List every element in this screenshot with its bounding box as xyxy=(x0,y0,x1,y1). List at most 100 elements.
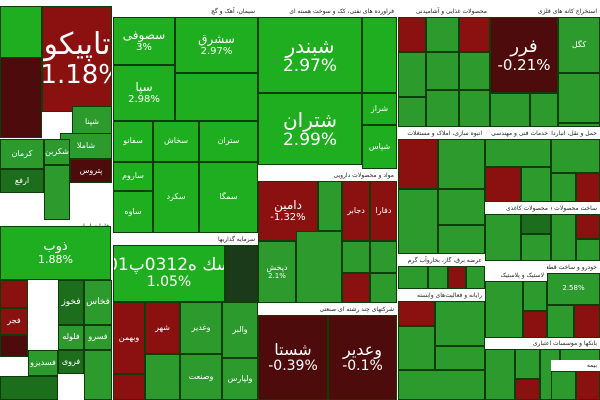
stock-tile[interactable] xyxy=(398,370,485,400)
stock-tile[interactable] xyxy=(515,379,540,400)
stock-tile[interactable] xyxy=(448,266,466,289)
stock-tile[interactable] xyxy=(398,52,426,97)
stock-tile[interactable]: سك ه0312پ011.05% xyxy=(113,245,225,302)
stock-tile[interactable]: ارفع xyxy=(0,169,44,193)
stock-tile[interactable]: ذوب 1.88% xyxy=(0,226,111,280)
stock-tile[interactable] xyxy=(225,245,258,302)
stock-tile[interactable] xyxy=(0,376,58,400)
stock-tile[interactable]: ساوه xyxy=(113,191,153,233)
stock-tile[interactable]: فخاس xyxy=(84,280,112,325)
stock-tile[interactable]: سخاش xyxy=(153,121,199,162)
stock-tile[interactable] xyxy=(485,139,551,167)
stock-tile[interactable] xyxy=(551,214,576,261)
stock-tile[interactable] xyxy=(438,189,485,225)
stock-tile[interactable]: ولپارس xyxy=(222,358,258,400)
stock-tile[interactable]: دجابر xyxy=(342,181,370,241)
stock-tile[interactable]: 2.58% xyxy=(547,273,600,305)
stock-tile[interactable] xyxy=(523,281,547,311)
stock-tile[interactable]: شپاس xyxy=(362,125,397,169)
stock-tile[interactable] xyxy=(459,52,490,90)
stock-tile[interactable]: کگل xyxy=(558,17,600,73)
stock-tile[interactable]: دپخش 2.1% xyxy=(258,241,296,303)
stock-tile[interactable] xyxy=(342,241,370,273)
stock-tile[interactable] xyxy=(515,349,540,379)
stock-tile[interactable] xyxy=(0,57,42,138)
stock-tile[interactable]: سکرد xyxy=(153,162,199,233)
stock-tile[interactable] xyxy=(398,139,438,189)
stock-tile[interactable]: فسرو xyxy=(84,325,112,350)
stock-tile[interactable] xyxy=(398,301,435,326)
stock-tile[interactable]: سصوفی 3% xyxy=(113,17,175,65)
stock-tile[interactable] xyxy=(370,241,397,273)
stock-tile[interactable] xyxy=(426,90,459,127)
stock-tile[interactable]: شتران 2.99% xyxy=(258,93,362,165)
stock-tile[interactable] xyxy=(342,273,370,303)
stock-tile[interactable] xyxy=(426,17,459,52)
stock-tile[interactable] xyxy=(398,17,426,52)
stock-tile[interactable]: وغدیر xyxy=(180,302,222,354)
stock-tile[interactable] xyxy=(398,266,428,289)
stock-tile[interactable] xyxy=(521,167,551,202)
stock-tile[interactable]: شستا -0.39% xyxy=(258,315,328,400)
stock-tile[interactable] xyxy=(558,73,600,123)
stock-tile[interactable] xyxy=(574,305,600,338)
stock-tile[interactable]: وبهمن xyxy=(113,302,145,374)
stock-tile[interactable] xyxy=(547,305,574,338)
stock-tile[interactable] xyxy=(576,214,600,239)
stock-tile[interactable] xyxy=(370,273,397,303)
stock-tile[interactable] xyxy=(296,231,342,303)
stock-tile[interactable] xyxy=(459,90,490,127)
stock-tile[interactable] xyxy=(318,181,342,231)
stock-tile[interactable]: دفارا xyxy=(370,181,397,241)
stock-tile[interactable] xyxy=(44,165,70,220)
stock-tile[interactable] xyxy=(145,354,180,400)
stock-tile[interactable] xyxy=(551,371,576,400)
stock-tile[interactable] xyxy=(485,281,523,338)
stock-tile[interactable]: سفانو xyxy=(113,121,153,162)
stock-tile[interactable] xyxy=(438,225,485,254)
stock-tile[interactable] xyxy=(398,326,435,370)
stock-tile[interactable]: کرمان xyxy=(0,139,44,169)
stock-tile[interactable] xyxy=(490,93,530,127)
stock-tile[interactable] xyxy=(0,335,28,357)
stock-tile[interactable] xyxy=(428,266,448,289)
stock-tile[interactable] xyxy=(398,189,438,254)
stock-tile[interactable]: ستران xyxy=(199,121,258,162)
stock-tile[interactable]: ساروم xyxy=(113,162,153,191)
stock-tile[interactable] xyxy=(435,346,485,370)
stock-tile[interactable] xyxy=(362,17,397,93)
stock-tile[interactable] xyxy=(551,139,600,173)
stock-tile[interactable] xyxy=(485,349,515,400)
stock-tile[interactable] xyxy=(466,266,485,289)
stock-tile[interactable] xyxy=(521,214,551,234)
stock-tile[interactable] xyxy=(113,374,145,400)
stock-tile[interactable] xyxy=(521,234,551,261)
stock-tile[interactable] xyxy=(523,311,547,338)
stock-tile[interactable]: سپا 2.98% xyxy=(113,65,175,121)
stock-tile[interactable] xyxy=(84,350,112,400)
stock-tile[interactable]: شهر xyxy=(145,302,180,354)
stock-tile[interactable] xyxy=(459,17,490,52)
stock-tile[interactable]: فسدیزو xyxy=(28,350,58,376)
stock-tile[interactable]: شکربن xyxy=(44,139,70,165)
stock-tile[interactable] xyxy=(485,214,521,261)
stock-tile[interactable] xyxy=(576,173,600,202)
stock-tile[interactable] xyxy=(175,73,258,121)
stock-tile[interactable] xyxy=(576,371,600,400)
stock-tile[interactable] xyxy=(426,52,459,90)
stock-tile[interactable] xyxy=(576,239,600,261)
stock-tile[interactable] xyxy=(485,167,521,202)
stock-tile[interactable]: شراز xyxy=(362,93,397,125)
stock-tile[interactable]: سشرق 2.97% xyxy=(175,17,258,73)
stock-tile[interactable] xyxy=(0,280,28,308)
stock-tile[interactable] xyxy=(530,93,558,127)
stock-tile[interactable]: والبر xyxy=(222,302,258,358)
stock-tile[interactable]: سمگا xyxy=(199,162,258,233)
stock-tile[interactable] xyxy=(558,123,600,127)
stock-tile[interactable] xyxy=(435,301,485,346)
stock-tile[interactable]: وصنعت xyxy=(180,354,222,400)
stock-tile[interactable]: تاپیکو-1.18% xyxy=(42,6,112,112)
stock-tile[interactable]: فلوله xyxy=(58,325,84,350)
stock-tile[interactable] xyxy=(551,173,576,202)
stock-tile[interactable]: فروی xyxy=(58,350,84,374)
